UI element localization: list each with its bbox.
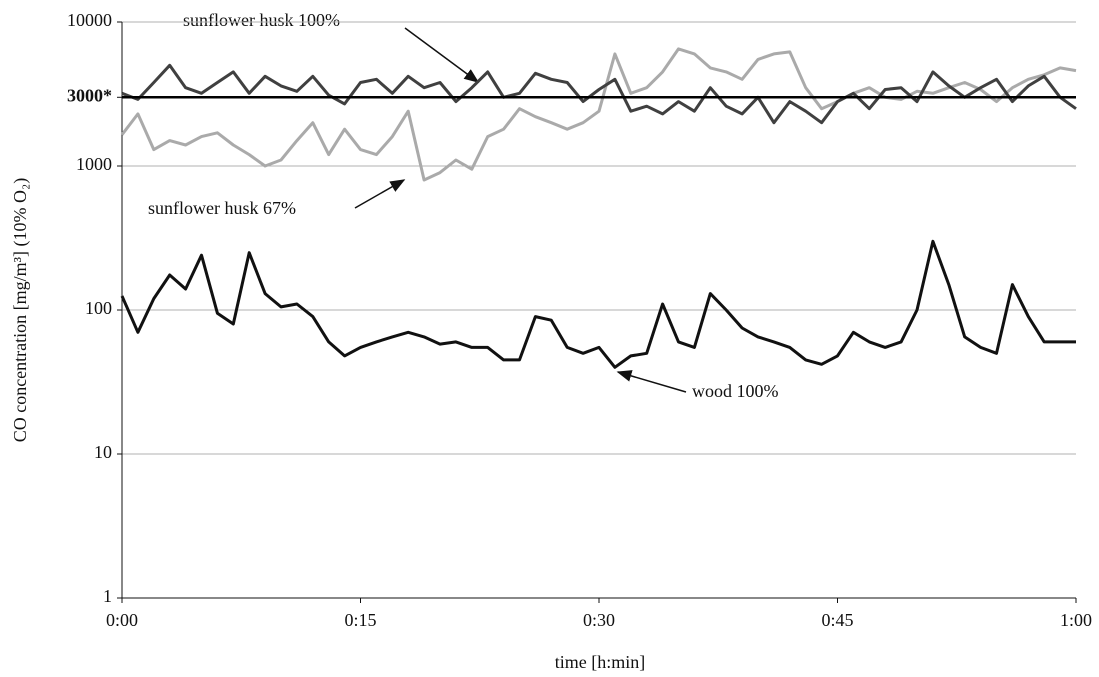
x-tick-label: 0:45	[821, 610, 853, 630]
x-axis-title: time [h:min]	[555, 652, 645, 672]
data-line	[121, 63, 1077, 125]
annotation-arrow	[616, 370, 687, 393]
data-line	[120, 239, 1076, 369]
y-tick-label: 1000	[76, 154, 112, 174]
x-tick-label: 0:30	[583, 610, 615, 630]
y-tick-label: 3000*	[67, 85, 112, 105]
x-tick-label: 0:15	[344, 610, 376, 630]
y-tick-label: 10000	[67, 10, 112, 30]
x-tick-label: 1:00	[1060, 610, 1092, 630]
y-tick-label: 100	[85, 298, 112, 318]
y-tick-label: 1	[103, 586, 112, 606]
x-tick-label: 0:00	[106, 610, 138, 630]
annotation-arrow	[354, 179, 406, 209]
y-tick-label: 10	[94, 442, 112, 462]
y-axis-title: CO concentration [mg/m³] (10% O₂)	[10, 178, 31, 443]
annotation: sunflower husk 100%	[183, 10, 340, 30]
annotation: wood 100%	[692, 381, 779, 401]
annotation: sunflower husk 67%	[148, 198, 296, 218]
data-line	[120, 47, 1077, 182]
annotation-arrow	[404, 27, 480, 83]
